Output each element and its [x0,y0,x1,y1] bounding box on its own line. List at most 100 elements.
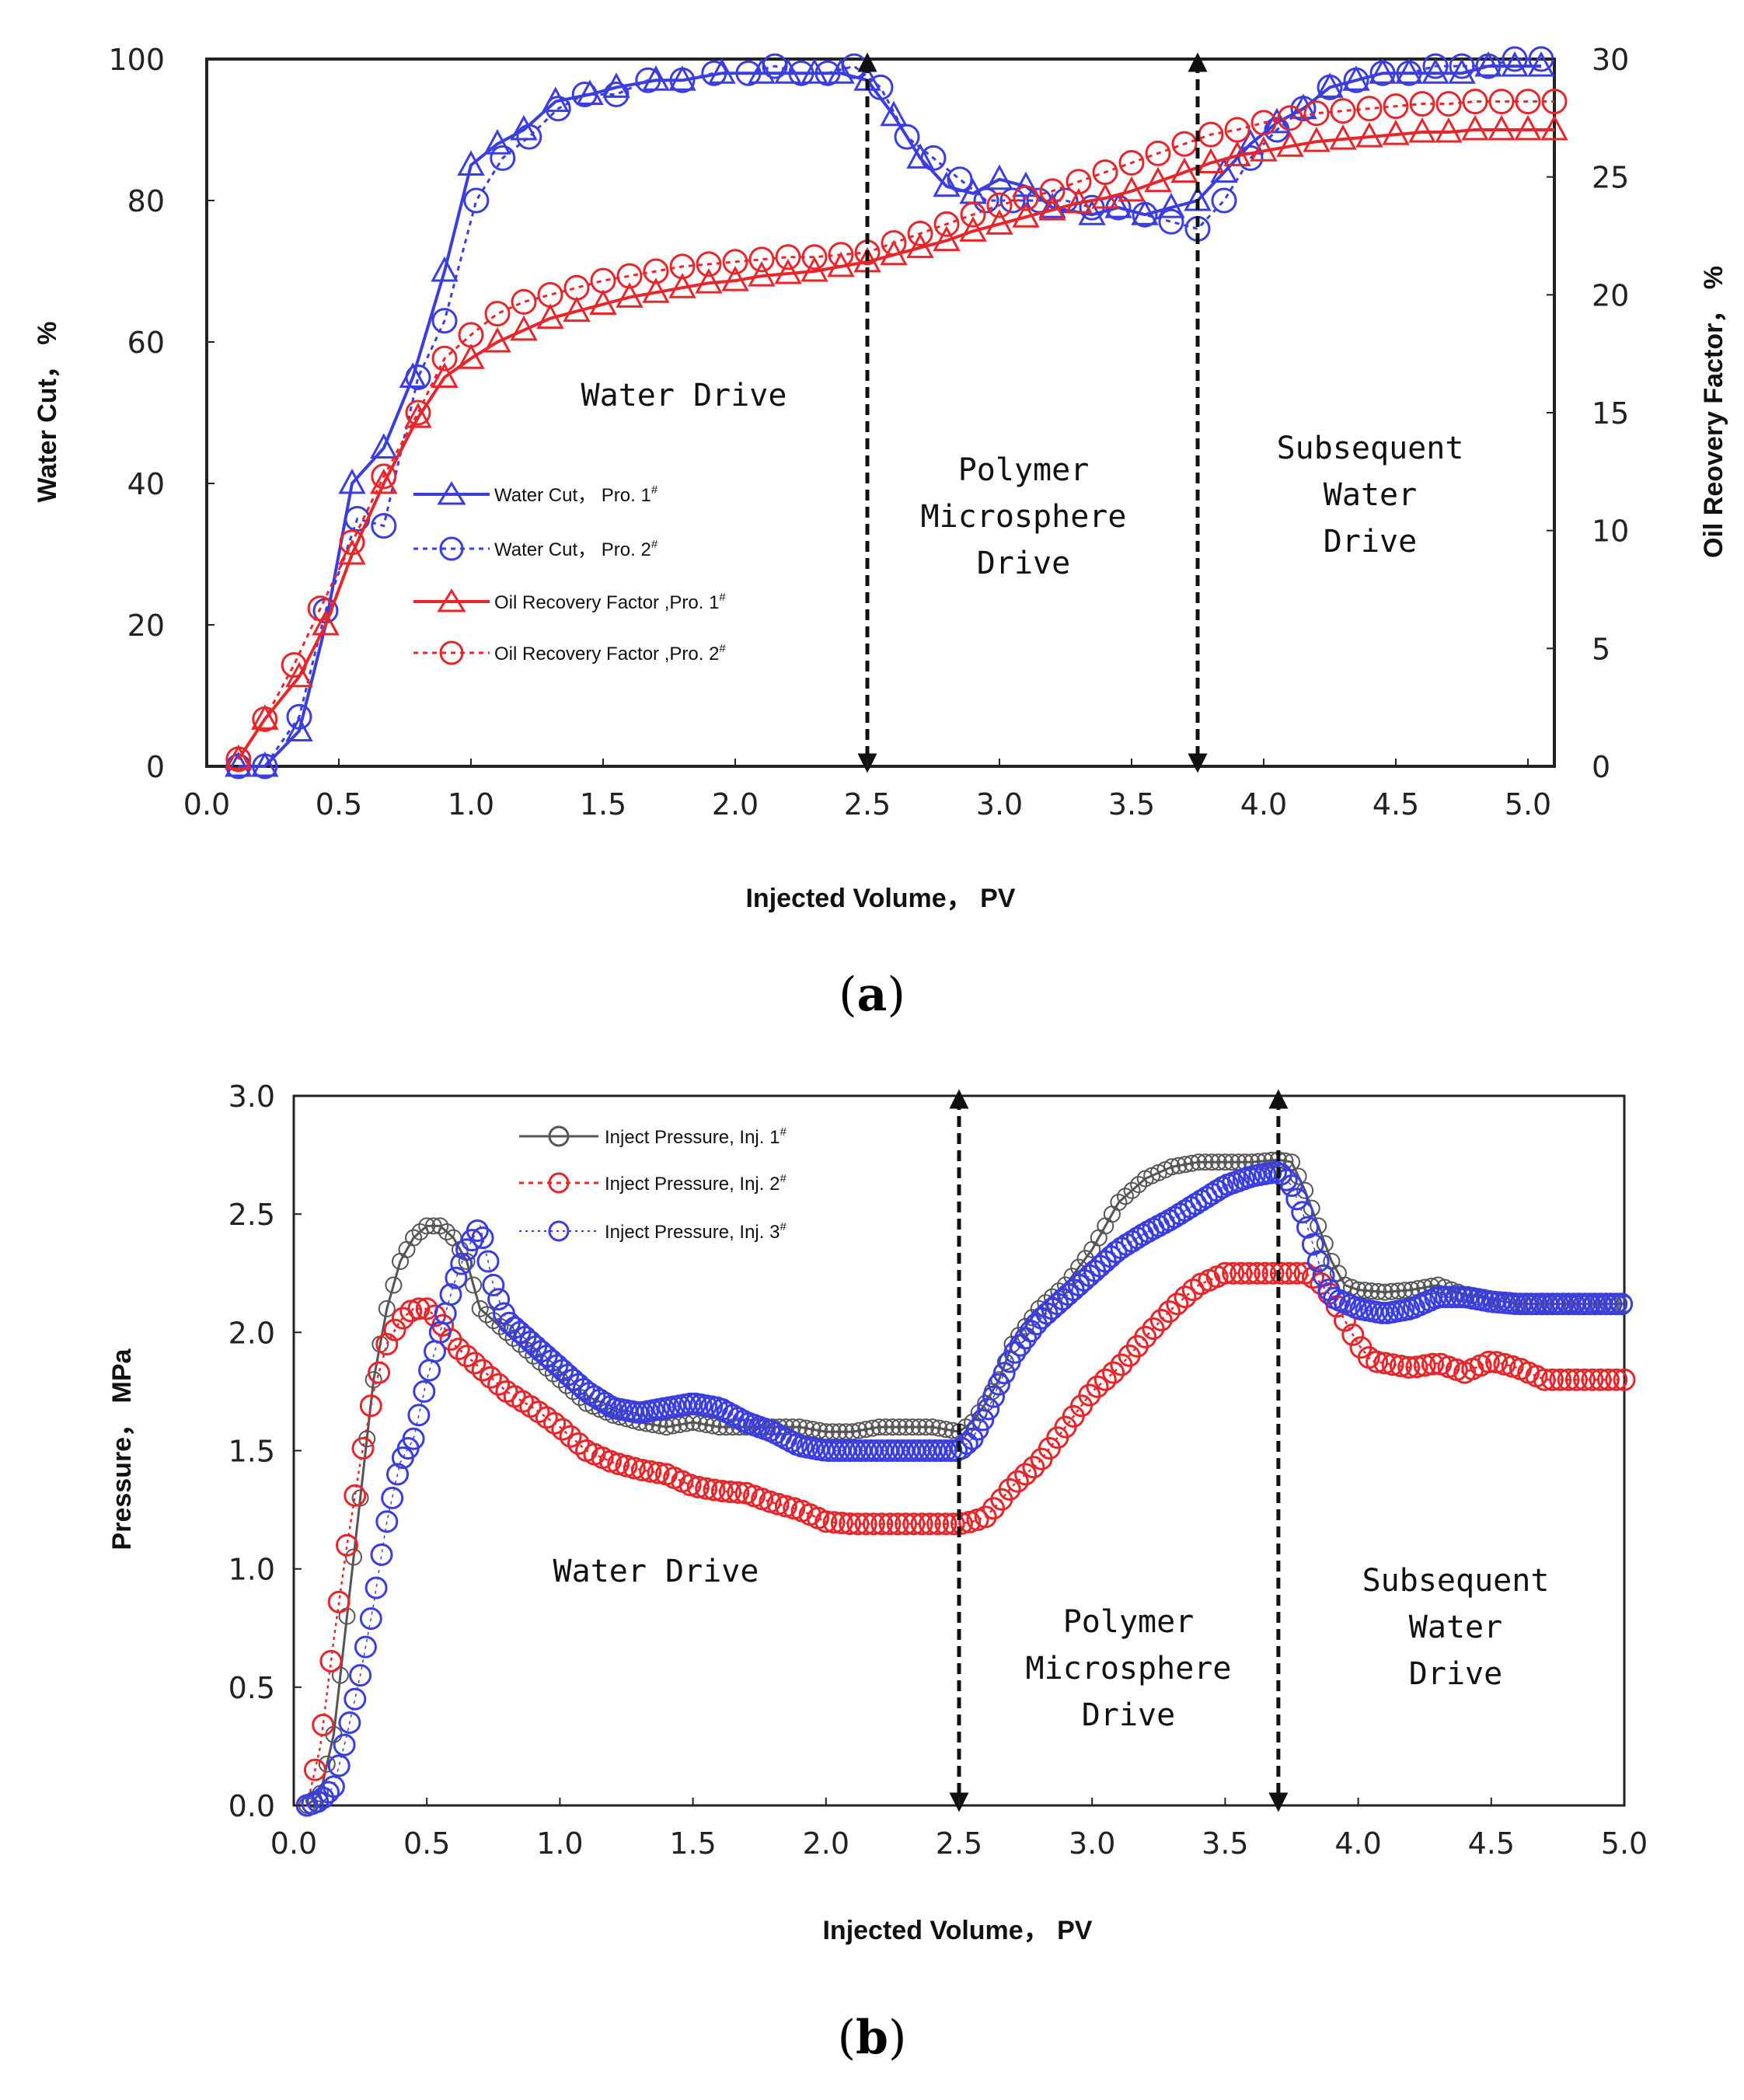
data-point [1382,119,1410,145]
data-point [1250,110,1277,136]
phase-label-polymer-a: Polymer Microsphere Drive [921,452,1127,581]
data-point [345,1548,362,1566]
data-point [814,1510,838,1533]
data-point [510,315,538,341]
data-point [971,1408,995,1432]
data-point [1514,114,1542,141]
data-point [431,1217,449,1235]
data-point [626,1401,649,1424]
phase-label-line: Microsphere [1026,1651,1232,1687]
legend-label: Inject Pressure, Inj. 2# [605,1172,787,1195]
chart-panel-b: 0.0 0.5 1.0 1.5 2.0 2.5 3.0 3.5 4.0 4.5 5.0 0.0 0.5… [107,1080,1648,2065]
legend-label: Inject Pressure, Inj. 3# [605,1220,787,1243]
data-point [1597,1368,1620,1391]
legend-item: Water Cut， Pro. 1# [413,481,658,506]
data-point [1485,1351,1509,1374]
data-point [1134,1325,1157,1348]
data-point [1599,1292,1623,1316]
data-point [1421,1352,1444,1376]
data-point [1211,187,1237,214]
data-point [850,1422,868,1439]
data-point [385,1276,403,1294]
phase-label-line: Water Drive [553,1554,759,1589]
data-point [1142,1317,1165,1340]
caption-b: (b) [838,2011,907,2065]
data-point [1123,1181,1141,1199]
data-point [933,225,961,252]
data-point [386,1463,409,1486]
data-point [281,652,307,678]
data-point [1439,1285,1463,1309]
data-point [1413,1354,1436,1377]
legend-label: Inject Pressure, Inj. 1# [605,1125,787,1148]
data-point [643,258,669,284]
data-point [431,308,458,334]
data-point [1276,131,1304,157]
data-point [933,171,961,197]
plot-area-a [205,58,1556,768]
data-point [1230,1261,1253,1285]
legend-label: Oil Recovery Factor ,Pro. 1# [494,591,726,613]
phase-label-line: Polymer [1063,1604,1195,1640]
data-point [1527,51,1555,77]
chart-panel-a: 0.0 0.5 1.0 1.5 2.0 2.5 3.0 3.5 4.0 4.5 5.0 0 20 40 6… [33,43,1728,1022]
data-point [986,192,1013,218]
data-point [319,1649,343,1673]
data-point [701,60,727,86]
data-point [696,251,722,277]
data-point [1203,1153,1221,1171]
data-point [930,1419,948,1437]
data-point [1017,1317,1034,1335]
data-point [1515,89,1541,115]
data-point [631,1459,654,1481]
data-point [1158,1209,1181,1232]
y-tick-label: 0.5 [228,1671,275,1705]
data-point [1224,117,1250,143]
data-point [487,1373,511,1396]
data-point [603,82,630,107]
data-point [327,1590,351,1613]
data-point [1091,183,1119,209]
data-point [1110,1194,1128,1211]
x-tick-label: 4.0 [1240,787,1287,822]
data-point [1448,58,1476,84]
data-point [1397,1355,1421,1379]
data-point [827,58,855,84]
data-point [857,1421,875,1439]
data-point [1117,1188,1134,1205]
data-point [1104,192,1132,218]
data-point [800,58,828,84]
x-tick-label: 0.0 [183,787,230,822]
data-point [1039,178,1066,204]
data-point [354,1635,377,1659]
data-point [349,1664,372,1687]
data-point [920,145,947,171]
data-point [336,1533,358,1557]
y-tick-label: 2.5 [228,1198,275,1232]
data-point [1589,1368,1612,1391]
data-point [870,1512,894,1536]
data-point [1312,1264,1335,1287]
data-point [1362,1282,1380,1300]
data-point [830,1512,853,1535]
data-point [418,1217,436,1235]
y-tick-label-left: 60 [127,326,165,360]
data-point [1209,1153,1227,1171]
data-point [1223,141,1251,166]
x-axis-label-a: Injected Volume， PV [745,884,1015,913]
data-point [1222,1261,1245,1285]
data-point [1237,145,1264,171]
legend-item: Oil Recovery Factor ,Pro. 1# [413,588,726,613]
x-tick-label: 2.5 [844,787,891,822]
y-tick-label: 1.0 [228,1553,275,1587]
data-point [375,1510,399,1533]
data-point [1502,46,1528,72]
data-point [1303,100,1330,127]
data-point [878,1512,902,1536]
data-point [1488,89,1515,115]
data-point [1396,1282,1414,1299]
data-point [880,100,908,127]
data-point [1065,187,1093,214]
data-point [642,277,670,303]
data-point [1605,1292,1628,1316]
